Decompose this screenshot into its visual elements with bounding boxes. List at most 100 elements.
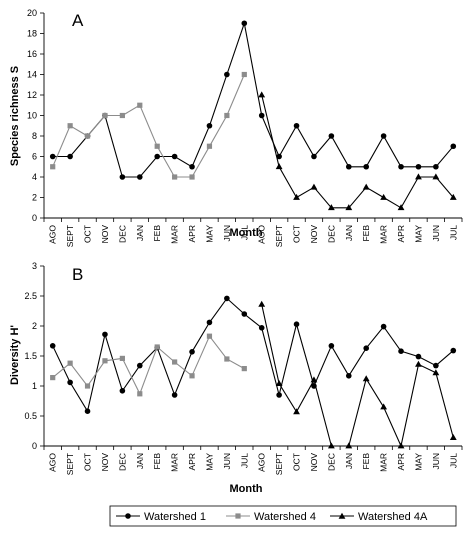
panel-b-diversity: B Diversity H' Month 0 0.5 1 1.5 2 2.5 3 AGO SEP… [9, 261, 463, 495]
legend-label-watershed-1: Watershed 1 [144, 511, 206, 523]
series-watershed-4a [258, 91, 457, 211]
data-point [50, 164, 56, 170]
data-point [363, 345, 370, 352]
data-point [415, 173, 422, 180]
legend-item-watershed-4: Watershed 4 [226, 511, 316, 523]
x-tick-label: JAN [344, 225, 354, 241]
data-point [258, 300, 266, 307]
data-point [241, 366, 247, 372]
data-point [258, 91, 266, 98]
data-point [224, 356, 230, 362]
data-point [449, 193, 457, 200]
x-tick-label: MAY [413, 453, 423, 471]
data-point [154, 143, 160, 149]
data-point [276, 153, 282, 160]
y-tick-label: 18 [27, 29, 37, 39]
x-tick-label: DEC [117, 453, 127, 471]
x-tick-label: FEB [152, 453, 162, 470]
series-watershed-4 [50, 333, 247, 397]
data-point [189, 163, 195, 170]
data-point [67, 379, 73, 386]
series-watershed-1 [49, 295, 457, 415]
data-point [275, 380, 283, 386]
y-tick-label: 0.5 [24, 411, 37, 421]
x-tick-label: JUL [448, 225, 458, 240]
x-tick-label: APR [396, 453, 406, 470]
panel-label-b: B [72, 265, 83, 284]
y-tick-label: 16 [27, 49, 37, 59]
data-point [380, 133, 387, 139]
x-tick-label: JAN [344, 453, 354, 469]
y-tick-label: 8 [32, 131, 37, 141]
data-point [189, 174, 195, 180]
data-point [206, 319, 213, 326]
panel-label-a: A [72, 11, 84, 30]
series-watershed-4a [258, 300, 457, 449]
series-watershed-1 [49, 20, 457, 180]
series-line [52, 297, 454, 413]
x-tick-label: OCT [292, 225, 302, 243]
data-point [432, 173, 440, 180]
data-point [432, 369, 440, 376]
data-point [224, 112, 230, 119]
data-point [171, 153, 178, 160]
data-point [67, 153, 73, 160]
x-tick-label: NOV [100, 453, 110, 472]
data-point [241, 20, 248, 27]
data-point [137, 391, 143, 397]
data-point [310, 183, 318, 190]
y-tick-label: 0 [32, 213, 37, 223]
data-point [345, 373, 352, 379]
data-point [310, 376, 318, 383]
x-tick-label: MAR [379, 453, 389, 472]
data-point [327, 204, 335, 211]
data-point [398, 348, 404, 355]
data-point [293, 122, 300, 129]
data-point [415, 353, 422, 360]
series-watershed-4 [50, 71, 247, 180]
data-point [380, 193, 388, 200]
y-tick-label: 4 [32, 172, 37, 182]
data-point [362, 375, 370, 382]
legend-box [109, 505, 457, 527]
data-point [171, 392, 178, 398]
y-tick-label: 2.5 [24, 291, 37, 301]
x-tick-label: NOV [100, 225, 110, 244]
data-point [119, 174, 126, 180]
x-tick-label: FEB [152, 225, 162, 242]
data-point [311, 153, 317, 160]
x-tick-label: JUL [239, 225, 249, 240]
x-tick-label: JUL [448, 453, 458, 468]
data-point [415, 360, 422, 367]
x-tick-label: APR [187, 225, 197, 242]
data-point [397, 204, 405, 211]
x-tick-label: NOV [309, 225, 319, 244]
x-tick-label: SEPT [65, 453, 75, 475]
data-point [328, 133, 335, 139]
x-tick-label: MAR [170, 453, 180, 472]
series-line [261, 94, 454, 209]
x-tick-label: OCT [83, 453, 93, 471]
data-point [50, 375, 56, 381]
legend-marker-watershed-4 [235, 513, 241, 519]
y-tick-label: 10 [27, 111, 37, 121]
data-point [84, 383, 91, 389]
data-point [189, 349, 195, 355]
data-point [398, 163, 404, 170]
data-point [327, 442, 335, 449]
data-point [415, 163, 422, 170]
data-point [154, 153, 161, 160]
data-point [450, 143, 457, 150]
data-point [241, 71, 247, 78]
x-tick-label: FEB [361, 225, 371, 242]
data-point [119, 388, 126, 394]
data-point [49, 343, 56, 349]
data-point [136, 362, 143, 369]
series-line [52, 335, 245, 396]
data-point [137, 102, 143, 108]
y-tick-label: 14 [27, 70, 37, 80]
x-tick-label: JUN [222, 453, 232, 470]
panel-a-species-richness: A Species richness S Month 0 2 4 6 8 10 12 14 16… [9, 8, 463, 247]
data-point [119, 112, 125, 119]
